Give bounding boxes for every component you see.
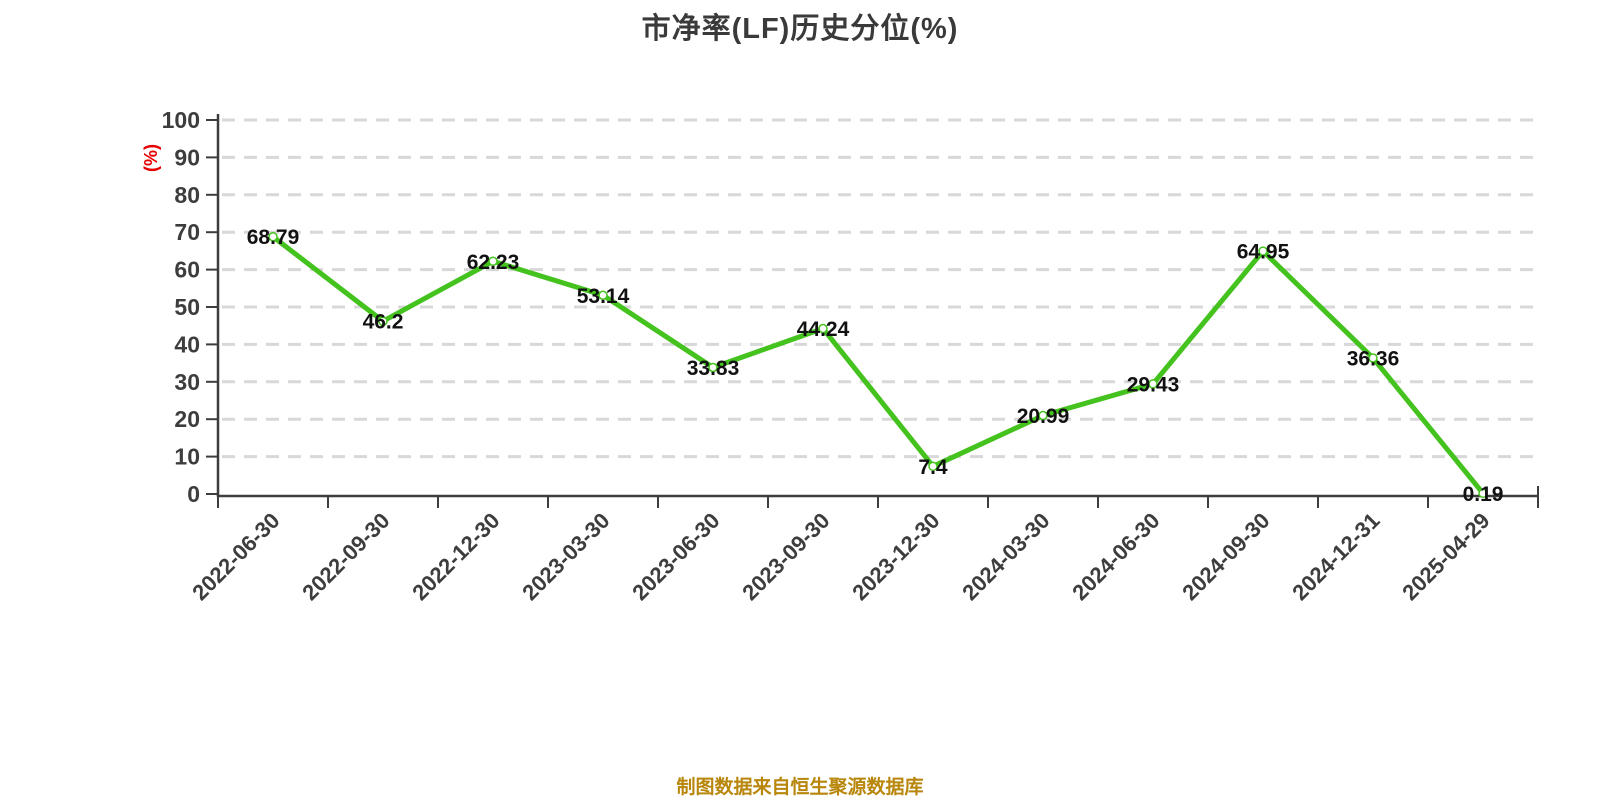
data-source-note: 制图数据来自恒生聚源数据库 <box>676 777 924 798</box>
data-point-label: 46.2 <box>363 311 404 334</box>
x-tick-label: 2024-06-30 <box>1067 508 1164 605</box>
data-point-label: 62.23 <box>467 251 520 274</box>
x-tick-label: 2022-09-30 <box>297 508 394 605</box>
y-tick-label: 40 <box>174 331 200 357</box>
data-point-marker <box>1148 379 1158 389</box>
y-tick-label: 0 <box>187 481 200 507</box>
data-point-marker <box>1258 246 1268 256</box>
y-axis-unit-label: (%) <box>141 144 161 172</box>
data-point-label: 64.95 <box>1237 241 1290 264</box>
x-tick-label: 2023-12-30 <box>847 508 944 605</box>
data-point-label: 44.24 <box>797 318 850 341</box>
data-point-label: 20.99 <box>1017 405 1070 428</box>
x-tick-label: 2022-12-30 <box>407 508 504 605</box>
y-tick-label: 60 <box>174 257 200 283</box>
data-point-marker <box>928 461 938 472</box>
y-tick-label: 90 <box>174 144 200 170</box>
data-point-label: 0.19 <box>1463 483 1504 506</box>
data-point-marker <box>1368 353 1378 363</box>
data-point-label: 53.14 <box>577 285 630 308</box>
series-line <box>270 234 1486 496</box>
x-tick-label: 2023-03-30 <box>517 508 614 605</box>
x-tick-label: 2023-09-30 <box>737 508 834 605</box>
x-tick-label: 2024-03-30 <box>957 508 1054 605</box>
data-point-label: 29.43 <box>1127 373 1180 396</box>
y-tick-label: 20 <box>174 406 200 432</box>
y-tick-label: 70 <box>174 219 200 245</box>
x-tick-label: 2024-12-31 <box>1287 508 1384 605</box>
chart-title: 市净率(LF)历史分位(%) <box>641 13 959 45</box>
x-tick-label: 2022-06-30 <box>187 508 284 605</box>
data-point-marker <box>818 323 828 334</box>
data-point-label: 33.83 <box>687 357 740 380</box>
y-tick-label: 10 <box>174 444 200 470</box>
x-tick-label: 2023-06-30 <box>627 508 724 605</box>
x-tick-label: 2025-04-29 <box>1397 508 1494 605</box>
data-point-marker <box>378 316 388 326</box>
data-point-label: 68.79 <box>247 226 300 249</box>
y-tick-label: 30 <box>174 369 200 395</box>
y-tick-label: 80 <box>174 182 200 208</box>
data-point-marker <box>598 290 608 301</box>
data-point-marker <box>1038 410 1048 421</box>
data-point-label: 36.36 <box>1347 348 1400 371</box>
x-tick-label: 2024-09-30 <box>1177 508 1274 605</box>
data-point-marker <box>1478 488 1488 499</box>
y-tick-label: 100 <box>162 107 200 133</box>
data-point-marker <box>708 362 718 373</box>
data-point-marker <box>488 256 498 267</box>
y-tick-label: 50 <box>174 294 200 320</box>
data-point-marker <box>268 231 278 242</box>
data-point-label: 7.4 <box>918 456 948 479</box>
